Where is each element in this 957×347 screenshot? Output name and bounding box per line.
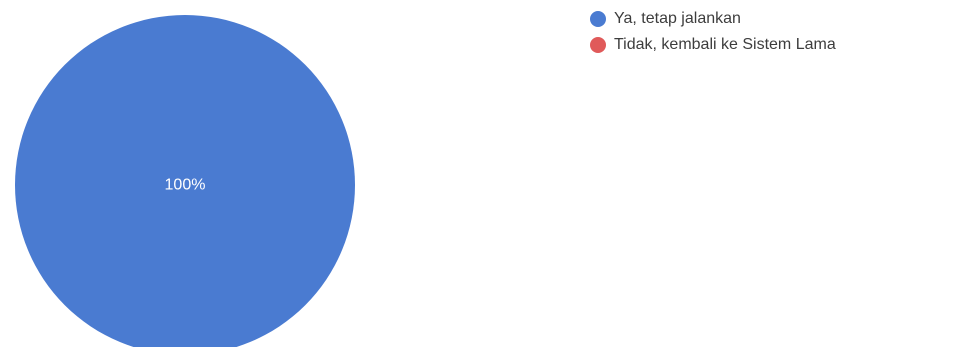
legend-label-ya: Ya, tetap jalankan <box>614 10 741 27</box>
legend-item-ya[interactable]: Ya, tetap jalankan <box>590 6 836 32</box>
legend-item-tidak[interactable]: Tidak, kembali ke Sistem Lama <box>590 32 836 58</box>
legend-swatch-ya <box>590 11 606 27</box>
legend-swatch-tidak <box>590 37 606 53</box>
chart-legend: Ya, tetap jalankan Tidak, kembali ke Sis… <box>590 6 836 58</box>
legend-label-tidak: Tidak, kembali ke Sistem Lama <box>614 36 836 53</box>
pie-slice-label-ya-tetap-jalankan: 100% <box>165 177 206 194</box>
pie-slice-ya-tetap-jalankan[interactable] <box>15 15 355 347</box>
